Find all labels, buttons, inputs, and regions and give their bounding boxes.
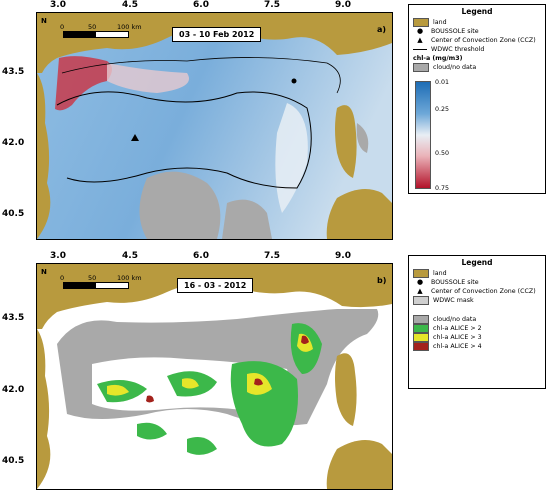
alice-map: N 0 50 100 km 16 - 03 - 2012 b) [36,263,393,490]
lon-tick: 3.0 [50,0,66,10]
panel-label: b) [377,276,387,285]
legend-item: land [413,18,545,27]
scale-label: 50 [88,23,97,31]
scale-bar [63,31,129,38]
lon-tick: 3.0 [50,251,66,261]
land-sardinia [326,189,392,239]
legend-item: chl-a ALICE > 3 [413,333,545,342]
land-france [37,13,392,73]
land-corsica [335,105,357,178]
alice-patch [187,436,217,455]
high-chl-patch [55,56,112,111]
cloud-patch [139,171,221,239]
circle-icon: ● [416,27,424,35]
lon-tick: 6.0 [193,0,209,10]
land-corsica [335,353,357,426]
triangle-icon: ▲ [417,36,423,44]
alice-patch-yellow [182,378,199,389]
lon-tick: 7.5 [264,0,280,10]
lat-tick: 43.5 [2,67,25,77]
lon-tick: 4.5 [122,251,138,261]
legend-item: chl-a ALICE > 4 [413,342,545,351]
scale-label: 100 km [117,274,142,282]
ccz-marker [131,134,139,141]
lon-tick: 7.5 [264,251,280,261]
legend-item: WDWC threshold [413,45,545,54]
lat-tick: 43.5 [2,313,25,323]
colorbar [415,81,431,189]
mid-chl-patch [107,63,189,93]
alice-patch-yellow [107,384,129,396]
north-arrow: N [41,17,47,25]
colorbar-tick: 0.01 [435,79,450,86]
lon-tick: 6.0 [193,251,209,261]
colorbar-tick: 0.50 [435,150,450,157]
north-arrow: N [41,268,47,276]
mid-chl-patch [275,103,308,213]
colorbar-title: chl-a (mg/m3) [413,55,463,62]
cloud-swatch [413,315,429,324]
land-spain [37,329,51,489]
line-icon [413,49,427,50]
alice-patch-red [254,378,263,386]
legend-item: ▲ Center of Convection Zone (CCZ) [413,36,545,45]
lat-tick: 42.0 [2,138,25,148]
colorbar-tick: 0.25 [435,106,450,113]
alice4-swatch [413,342,429,351]
scale-label: 0 [60,23,65,31]
lon-tick: 9.0 [335,251,351,261]
lat-tick: 40.5 [2,456,25,466]
alice-patch-red [301,335,309,344]
legend-item: cloud/no data [413,315,545,324]
scale-label: 50 [88,274,97,282]
scale-label: 0 [60,274,65,282]
lat-tick: 42.0 [2,385,25,395]
alice2-swatch [413,324,429,333]
panel-b: 3.0 4.5 6.0 7.5 9.0 43.5 42.0 40.5 [0,251,550,497]
legend-a: Legend land ● BOUSSOLE site ▲ Center of Co… [408,4,546,194]
legend-item: cloud/no data [413,63,545,72]
wdwc-contour [61,57,341,94]
land-sardinia [326,440,392,489]
land-swatch [413,269,429,278]
circle-icon: ● [416,278,424,286]
legend-item: ● BOUSSOLE site [413,27,545,36]
legend-item: land [413,269,545,278]
land-swatch [413,18,429,27]
legend-item: WDWC mask [413,296,545,305]
date-label: 03 - 10 Feb 2012 [172,27,262,42]
wdwc-contour [56,91,312,189]
legend-title: Legend [461,7,493,16]
scale-bar [63,282,129,289]
triangle-icon: ▲ [417,287,423,295]
chl-map: N 0 50 100 km 03 - 10 Feb 2012 a) [36,12,393,240]
boussole-site-marker [291,78,297,84]
alice-patch [137,422,167,440]
alice-patch-red [146,395,154,403]
mask-swatch [413,296,429,305]
date-label: 16 - 03 - 2012 [177,278,254,293]
legend-item: ● BOUSSOLE site [413,278,545,287]
colorbar-tick: 0.75 [435,185,450,192]
legend-b: Legend land ● BOUSSOLE site ▲ Center of Co… [408,255,546,389]
cloud-swatch [413,63,429,72]
panel-a: 3.0 4.5 6.0 7.5 9.0 43.5 42.0 40.5 [0,0,550,246]
lon-tick: 9.0 [335,0,351,10]
cloud-patch [356,123,369,153]
legend-item: chl-a ALICE > 2 [413,324,545,333]
lat-tick: 40.5 [2,209,25,219]
land-spain [37,73,51,239]
panel-label: a) [377,25,387,34]
legend-title: Legend [461,258,493,267]
lon-tick: 4.5 [122,0,138,10]
scale-label: 100 km [117,23,142,31]
land-france [37,264,392,329]
alice3-swatch [413,333,429,342]
legend-item: ▲ Center of Convection Zone (CCZ) [413,287,545,296]
cloud-patch [222,199,272,239]
